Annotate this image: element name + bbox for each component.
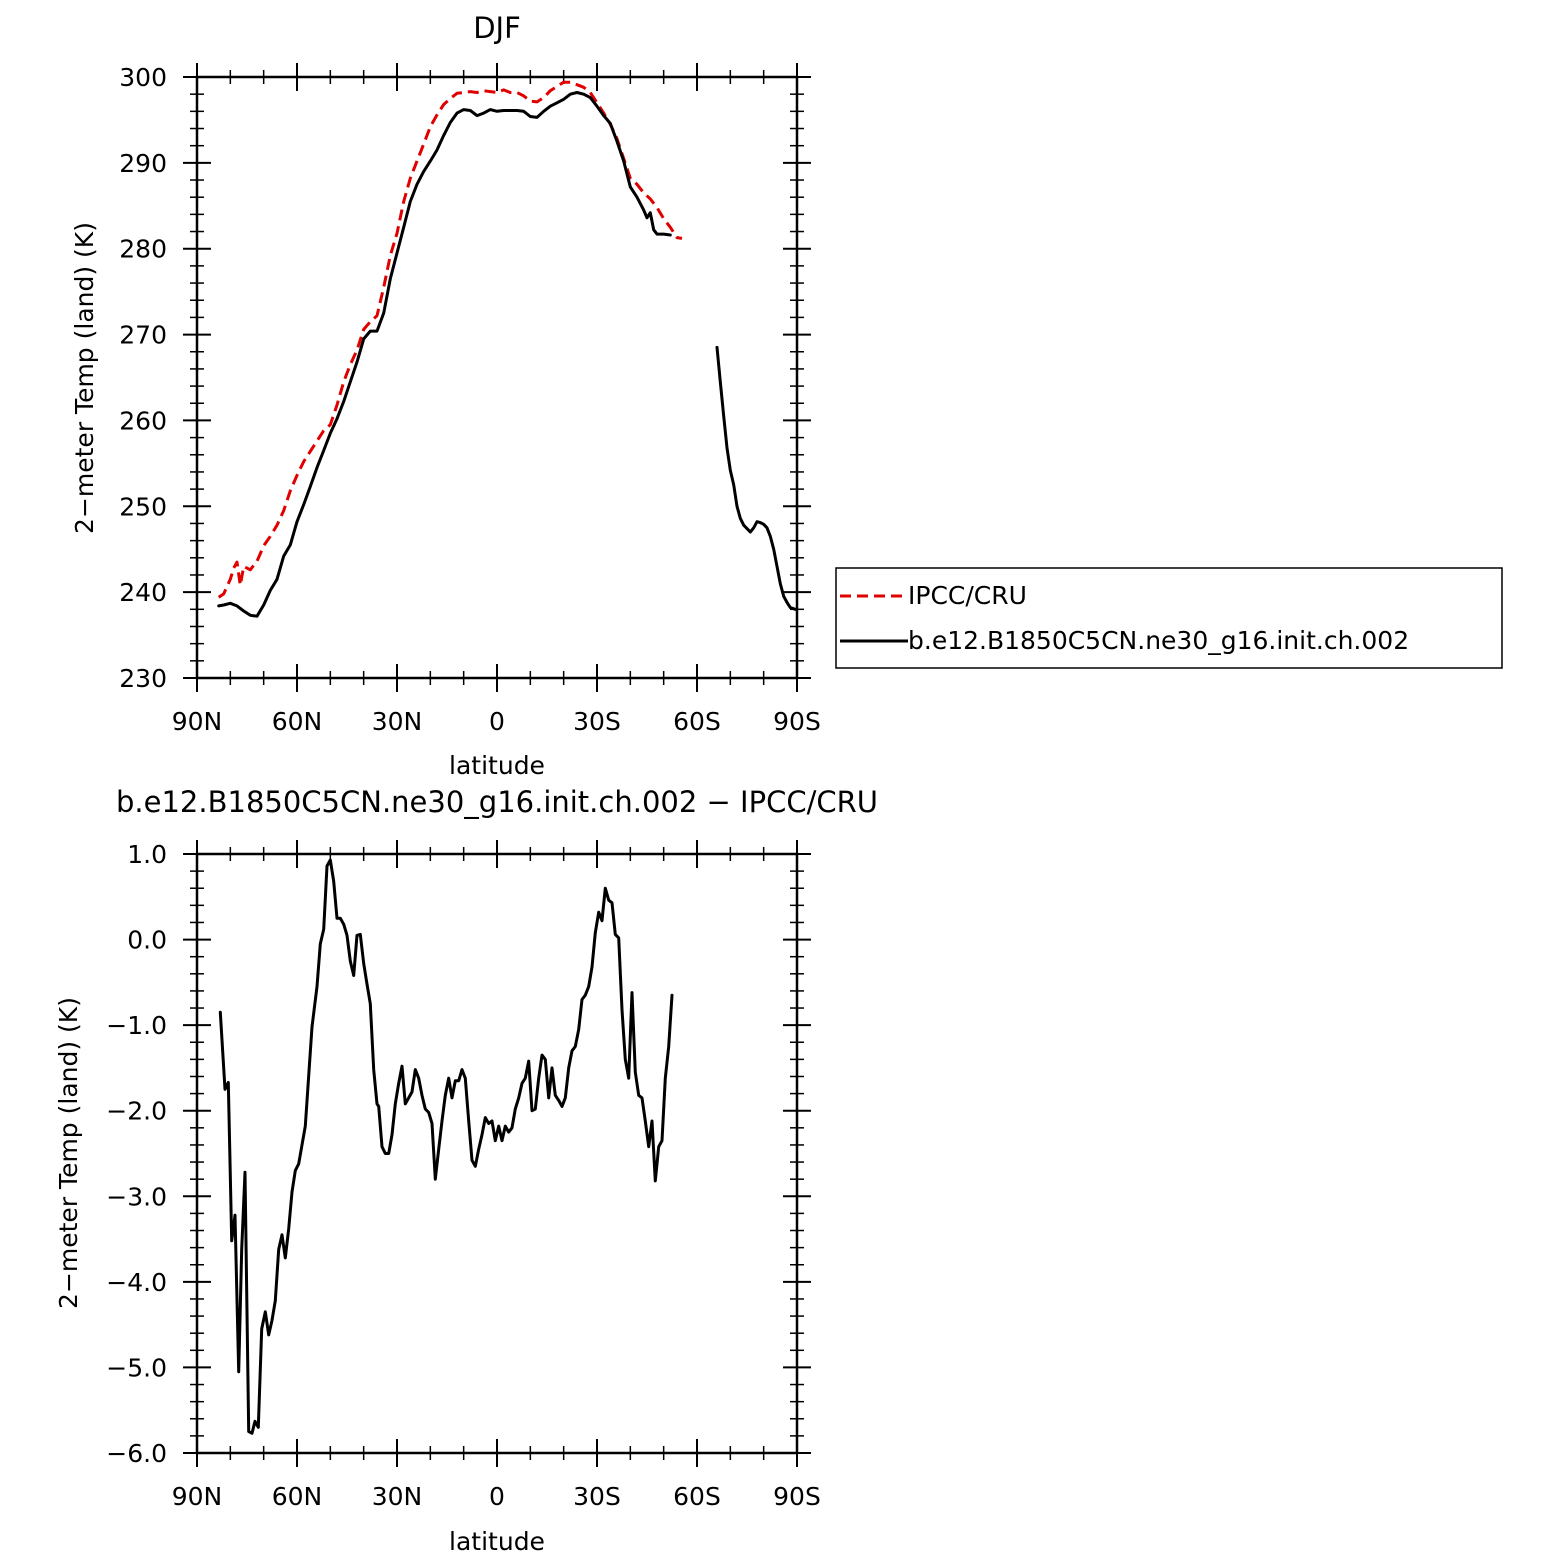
top-chart-title: DJF [473,11,521,45]
bottom-panel-difference: b.e12.B1850C5CN.ne30_g16.init.ch.002 − I… [54,785,878,1556]
bottom-y-tick-label: −2.0 [106,1097,167,1126]
top-x-tick-label: 60N [272,707,323,736]
bottom-y-tick-label: −5.0 [106,1353,167,1382]
top-panel-temperature: DJF 90N 60N 30N 0 30S 60S 90S 230 240 250 260 270 28… [70,11,1503,780]
top-y-tick-label: 260 [119,406,167,435]
bottom-x-tick-label: 30S [573,1482,621,1511]
top-y-axis-title: 2−meter Temp (land) (K) [70,222,99,534]
top-x-axis-title: latitude [449,751,545,780]
legend-label-ipcc-cru: IPCC/CRU [908,581,1027,610]
legend: IPCC/CRU b.e12.B1850C5CN.ne30_g16.init.c… [835,567,1503,669]
bottom-x-tick-label: 60N [272,1482,323,1511]
bottom-x-tick-label: 90S [773,1482,821,1511]
top-series-0-line-segment-0 [217,80,683,599]
top-y-tick-label: 280 [119,235,167,264]
top-y-tick-label: 300 [119,63,167,92]
bottom-y-tick-label: −4.0 [106,1268,167,1297]
bottom-x-tick-label: 90N [172,1482,223,1511]
bottom-y-tick-label: −1.0 [106,1011,167,1040]
bottom-plot-area: 90N 60N 30N 0 30S 60S 90S −6.0 −5.0 −4.0 −3.0 −2.0 −… [106,840,821,1511]
bottom-plot-frame [195,852,799,1455]
top-series-1-line-segment-1 [715,345,797,611]
top-x-tick-label: 0 [489,707,505,736]
top-x-tick-label: 90N [172,707,223,736]
bottom-x-axis-title: latitude [449,1527,545,1556]
bottom-y-tick-label: −6.0 [106,1439,167,1468]
bottom-x-tick-label: 30N [372,1482,423,1511]
bottom-chart-title: b.e12.B1850C5CN.ne30_g16.init.ch.002 − I… [116,785,878,819]
top-plot-frame [195,75,799,680]
top-y-tick-label: 240 [119,578,167,607]
top-series-1-line-segment-0 [217,91,672,618]
bottom-y-tick-label: 1.0 [127,840,167,869]
top-x-tick-label: 30S [573,707,621,736]
bottom-y-tick-label: 0.0 [127,926,167,955]
legend-box [835,567,1503,669]
top-y-tick-label: 290 [119,149,167,178]
legend-label-model: b.e12.B1850C5CN.ne30_g16.init.ch.002 [908,626,1409,655]
top-x-tick-label: 30N [372,707,423,736]
top-plot-area: 90N 60N 30N 0 30S 60S 90S 230 240 250 260 270 280 290… [119,63,821,736]
bottom-y-axis-title: 2−meter Temp (land) (K) [54,997,83,1309]
top-y-tick-label: 270 [119,321,167,350]
bottom-series-0-line-segment-0 [218,858,674,1435]
top-x-tick-label: 60S [673,707,721,736]
bottom-y-tick-label: −3.0 [106,1182,167,1211]
top-y-tick-label: 230 [119,664,167,693]
bottom-x-tick-label: 60S [673,1482,721,1511]
top-x-tick-label: 90S [773,707,821,736]
bottom-x-tick-label: 0 [489,1482,505,1511]
top-y-tick-label: 250 [119,492,167,521]
